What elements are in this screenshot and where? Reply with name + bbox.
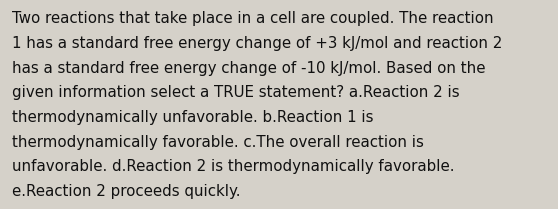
Text: thermodynamically favorable. c.The overall reaction is: thermodynamically favorable. c.The overa… (12, 135, 424, 150)
Text: unfavorable. d.Reaction 2 is thermodynamically favorable.: unfavorable. d.Reaction 2 is thermodynam… (12, 159, 455, 175)
Text: given information select a TRUE statement? a.Reaction 2 is: given information select a TRUE statemen… (12, 85, 460, 101)
Text: thermodynamically unfavorable. b.Reaction 1 is: thermodynamically unfavorable. b.Reactio… (12, 110, 374, 125)
Text: has a standard free energy change of -10 kJ/mol. Based on the: has a standard free energy change of -10… (12, 61, 486, 76)
Text: e.Reaction 2 proceeds quickly.: e.Reaction 2 proceeds quickly. (12, 184, 240, 199)
Text: 1 has a standard free energy change of +3 kJ/mol and reaction 2: 1 has a standard free energy change of +… (12, 36, 503, 51)
Text: Two reactions that take place in a cell are coupled. The reaction: Two reactions that take place in a cell … (12, 11, 494, 27)
